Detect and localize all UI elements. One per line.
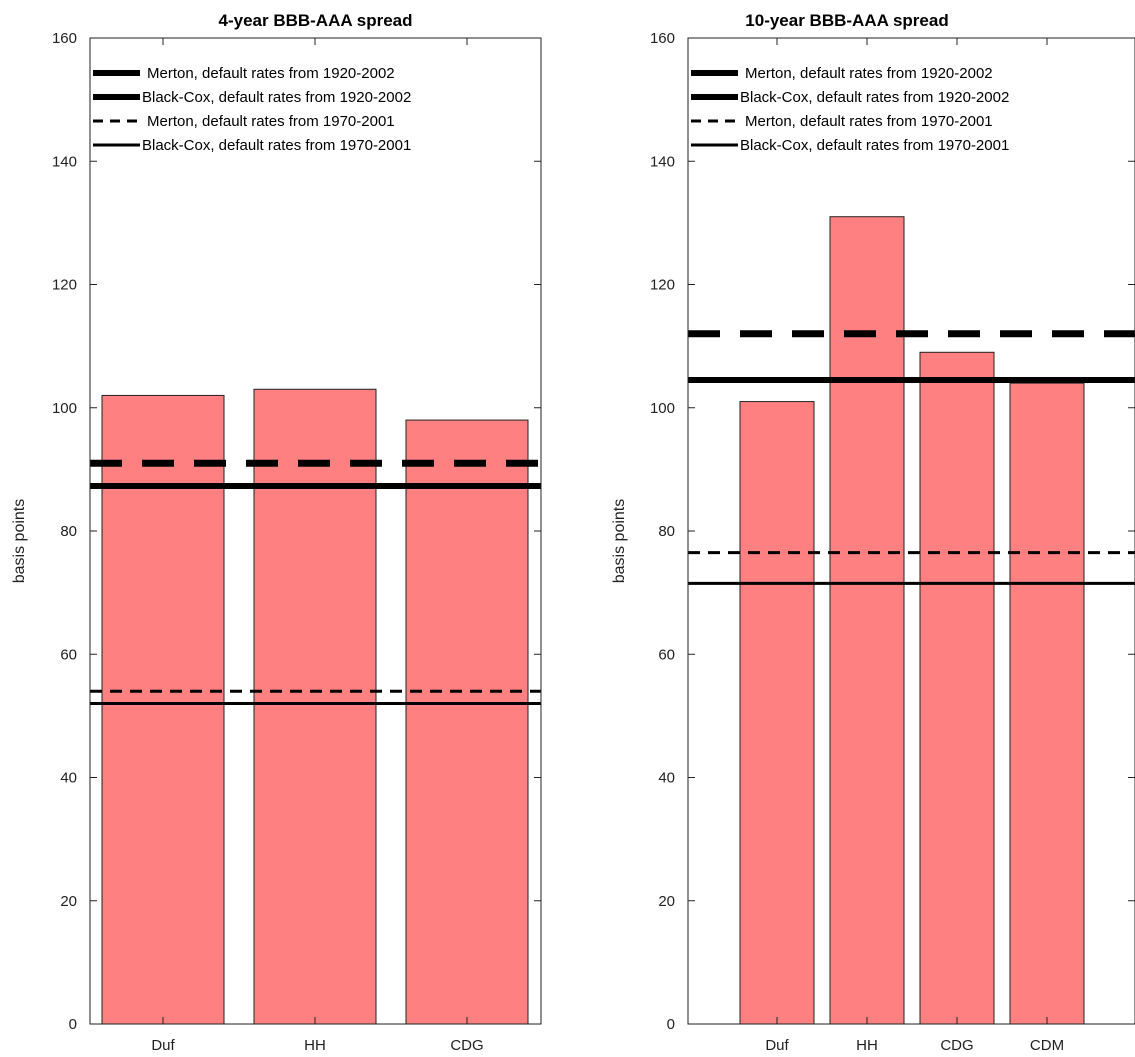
y-tick-label: 0 xyxy=(69,1016,77,1033)
y-tick-label: 20 xyxy=(60,893,77,910)
y-tick-label: 160 xyxy=(650,30,675,47)
chart-panel-2: 0 20 40 60 80 100 120 140 160 Duf HH CDG CDM 10-year … xyxy=(611,11,1135,1054)
legend-entry-4: Black-Cox, default rates from 1970-2001 xyxy=(740,137,1009,154)
bar-hh xyxy=(253,388,377,1025)
legend-entry-3: Merton, default rates from 1970-2001 xyxy=(745,113,993,130)
legend: Merton, default rates from 1920-2002 Blac… xyxy=(93,65,411,154)
bar-cdm xyxy=(1009,382,1085,1025)
y-tick-label: 80 xyxy=(60,523,77,540)
y-tick-label: 60 xyxy=(658,646,675,663)
legend-entry-2: Black-Cox, default rates from 1920-2002 xyxy=(740,89,1009,106)
legend-entry-4: Black-Cox, default rates from 1970-2001 xyxy=(142,137,411,154)
y-tick-label: 40 xyxy=(60,770,77,787)
bar-hh xyxy=(829,216,905,1025)
x-tick-label: Duf xyxy=(765,1037,789,1054)
y-tick-label: 100 xyxy=(52,400,77,417)
y-axis-label: basis points xyxy=(611,499,628,584)
chart-panel-1: 0 20 40 60 80 100 120 140 160 Duf HH CDG 4-year BBB-… xyxy=(11,11,542,1054)
y-tick-label: 60 xyxy=(60,646,77,663)
legend: Merton, default rates from 1920-2002 Blac… xyxy=(691,65,1009,154)
bar-cdg xyxy=(405,419,529,1025)
x-tick-label: CDG xyxy=(450,1037,483,1054)
y-tick-label: 0 xyxy=(667,1016,675,1033)
y-tick-label: 40 xyxy=(658,770,675,787)
chart-title: 10-year BBB-AAA spread xyxy=(745,11,948,30)
y-tick-label: 160 xyxy=(52,30,77,47)
y-tick-label: 120 xyxy=(52,277,77,294)
bar-cdg xyxy=(919,351,995,1025)
y-tick-label: 100 xyxy=(650,400,675,417)
y-tick-label: 20 xyxy=(658,893,675,910)
x-tick-label: Duf xyxy=(151,1037,175,1054)
legend-entry-3: Merton, default rates from 1970-2001 xyxy=(147,113,395,130)
bar-duf xyxy=(739,401,815,1025)
y-tick-label: 140 xyxy=(650,153,675,170)
legend-entry-1: Merton, default rates from 1920-2002 xyxy=(745,65,993,82)
legend-entry-1: Merton, default rates from 1920-2002 xyxy=(147,65,395,82)
x-tick-label: CDG xyxy=(940,1037,973,1054)
y-tick-label: 80 xyxy=(658,523,675,540)
y-tick-label: 140 xyxy=(52,153,77,170)
bar-duf xyxy=(101,394,225,1025)
y-axis-label: basis points xyxy=(11,499,28,584)
legend-entry-2: Black-Cox, default rates from 1920-2002 xyxy=(142,89,411,106)
x-tick-label: CDM xyxy=(1030,1037,1064,1054)
chart-title: 4-year BBB-AAA spread xyxy=(219,11,413,30)
x-tick-label: HH xyxy=(856,1037,878,1054)
x-tick-label: HH xyxy=(304,1037,326,1054)
y-tick-label: 120 xyxy=(650,277,675,294)
